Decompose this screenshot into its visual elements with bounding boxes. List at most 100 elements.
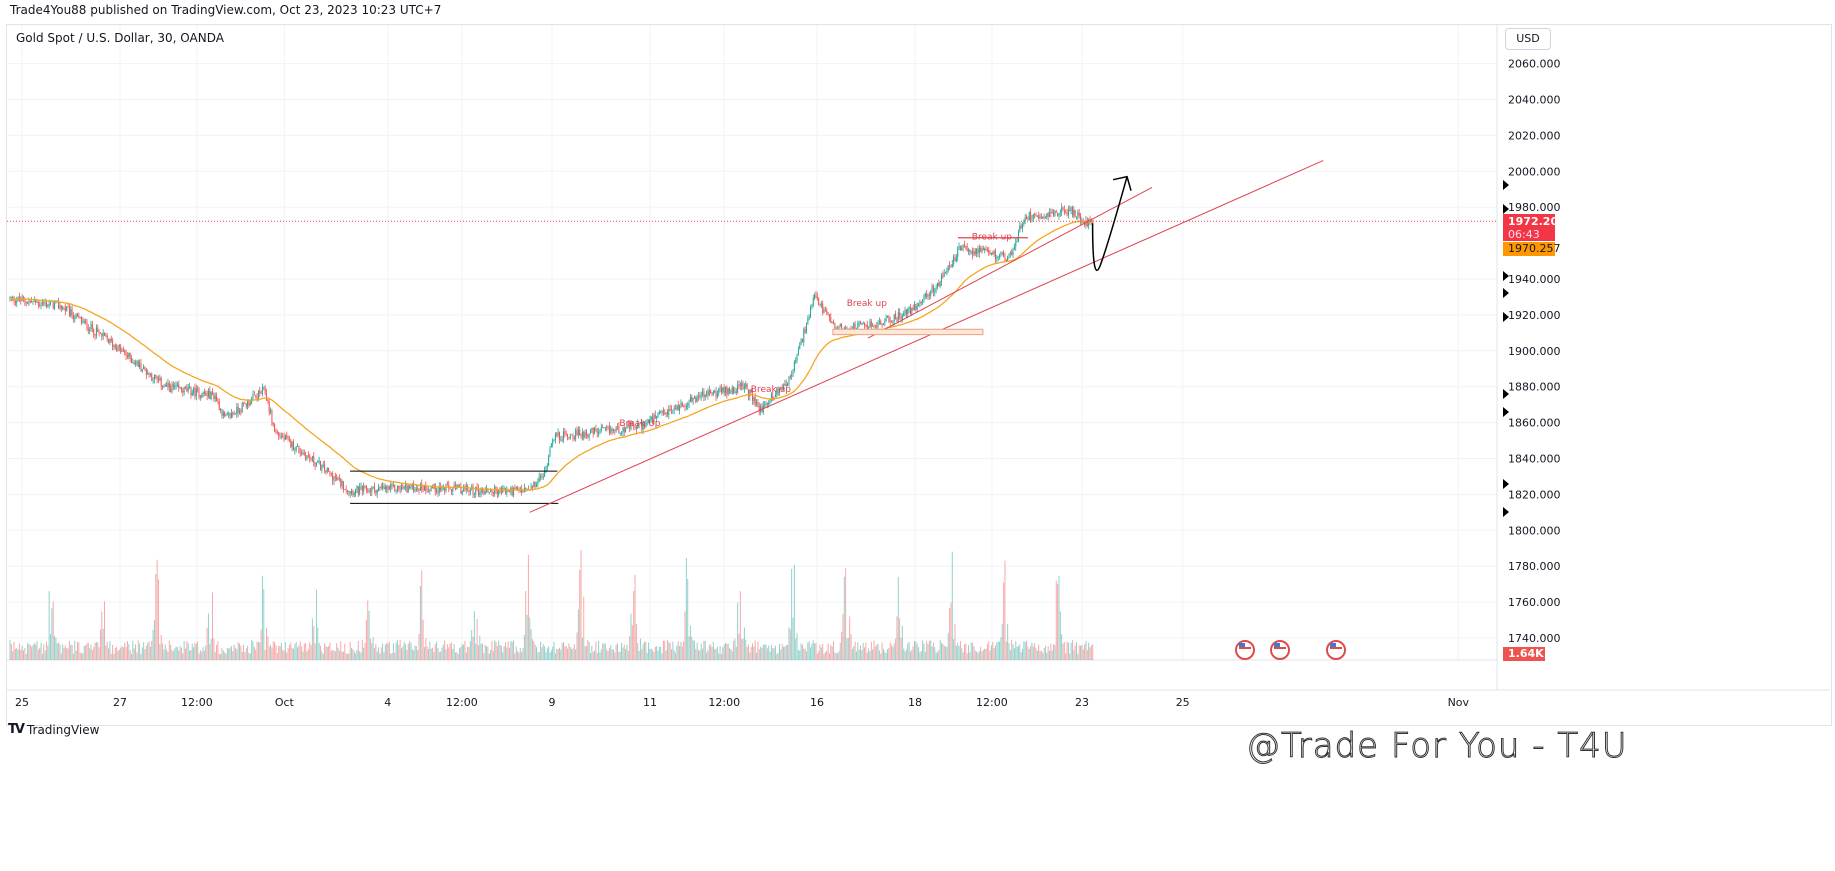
- volume-bar: [525, 591, 527, 660]
- candle-body: [575, 430, 577, 439]
- volume-bar: [434, 644, 436, 660]
- volume-bar: [729, 648, 731, 660]
- candle-body: [727, 388, 729, 395]
- volume-bar: [715, 648, 717, 660]
- volume-bar: [502, 652, 504, 660]
- candle-body: [658, 412, 660, 415]
- volume-bar: [565, 646, 567, 660]
- candle-body: [93, 329, 95, 335]
- volume-bar: [779, 644, 780, 660]
- candle-body: [472, 486, 474, 495]
- candle-body: [263, 387, 265, 388]
- volume-bar: [1063, 641, 1065, 660]
- volume-bar: [810, 647, 812, 660]
- candle-body: [1020, 225, 1022, 229]
- volume-bar: [560, 649, 562, 660]
- candle-body: [384, 486, 386, 490]
- volume-bar: [1085, 640, 1087, 660]
- candle-body: [1011, 252, 1013, 256]
- candle-body: [606, 426, 608, 428]
- candle-body: [914, 304, 915, 310]
- candle-body: [1034, 214, 1036, 216]
- candle-body: [611, 428, 613, 432]
- volume-bar: [536, 647, 537, 660]
- x-tick-label: 18: [908, 696, 922, 709]
- candle-body: [41, 302, 43, 305]
- volume-bar: [737, 602, 739, 660]
- candle-body: [552, 440, 554, 444]
- candle-body: [495, 486, 497, 490]
- volume-bar: [980, 646, 982, 660]
- volume-bar: [806, 651, 807, 660]
- candle-body: [978, 248, 980, 254]
- volume-bar: [633, 590, 635, 660]
- candle-body: [89, 329, 91, 331]
- volume-bar: [644, 641, 645, 660]
- tradingview-logo[interactable]: TV TradingView: [8, 722, 99, 737]
- volume-bar: [959, 640, 961, 660]
- us-flag-event-icon[interactable]: [1270, 640, 1290, 660]
- volume-bar: [306, 651, 308, 660]
- volume-bar: [176, 647, 178, 660]
- volume-bar: [579, 570, 581, 660]
- volume-bar: [681, 646, 683, 660]
- candle-body: [618, 426, 620, 434]
- x-tick-label: Oct: [275, 696, 295, 709]
- currency-button[interactable]: USD: [1505, 28, 1551, 50]
- volume-bar: [1016, 646, 1018, 660]
- volume-bar: [202, 647, 204, 660]
- volume-bar: [523, 634, 525, 660]
- candle-body: [155, 374, 157, 377]
- volume-bar: [673, 650, 675, 660]
- volume-bar: [1026, 640, 1028, 660]
- candle-body: [132, 362, 134, 364]
- projection-arrowhead-icon: [1112, 175, 1132, 191]
- candle-body: [909, 307, 911, 314]
- candle-body: [989, 253, 991, 255]
- candle-body: [712, 391, 714, 395]
- volume-bar: [742, 638, 744, 660]
- volume-bar: [234, 647, 236, 660]
- volume-bar: [25, 653, 27, 660]
- symbol-title: Gold Spot / U.S. Dollar, 30, OANDA: [16, 31, 224, 45]
- candle-body: [429, 489, 431, 492]
- volume-bar: [54, 635, 56, 660]
- candle-body: [145, 369, 147, 375]
- candle-body: [853, 323, 855, 330]
- y-tick-label: 2060.000: [1508, 58, 1561, 71]
- candle-body: [463, 488, 465, 491]
- candle-body: [1027, 219, 1029, 221]
- candle-body: [90, 323, 92, 330]
- volume-bar: [193, 647, 195, 660]
- volume-bar: [388, 641, 390, 660]
- candle-body: [170, 387, 172, 393]
- candle-body: [799, 344, 801, 350]
- volume-bar: [618, 651, 620, 660]
- candle-body: [641, 422, 643, 430]
- candle-body: [284, 435, 286, 440]
- candle-body: [348, 491, 350, 492]
- volume-bar: [266, 627, 267, 660]
- volume-bar: [922, 640, 924, 660]
- volume-bar: [841, 632, 843, 660]
- volume-bar: [558, 647, 560, 660]
- candle-body: [696, 396, 698, 402]
- volume-bar: [143, 642, 145, 660]
- chart-frame: [6, 24, 1832, 726]
- candle-body: [866, 325, 868, 329]
- candle-body: [739, 384, 741, 387]
- candle-body: [334, 476, 336, 478]
- candle-body: [298, 446, 300, 453]
- volume-bar: [918, 647, 920, 660]
- y-tick-label: 1820.000: [1508, 488, 1561, 501]
- us-flag-event-icon[interactable]: [1326, 640, 1346, 660]
- candle-body: [730, 392, 732, 394]
- x-tick-label: 16: [810, 696, 824, 709]
- candle-body: [437, 491, 439, 493]
- volume-bar: [113, 653, 115, 660]
- candle-body: [955, 257, 957, 262]
- volume-bar: [430, 648, 432, 660]
- us-flag-event-icon[interactable]: [1235, 640, 1255, 660]
- candle-body: [1030, 212, 1032, 220]
